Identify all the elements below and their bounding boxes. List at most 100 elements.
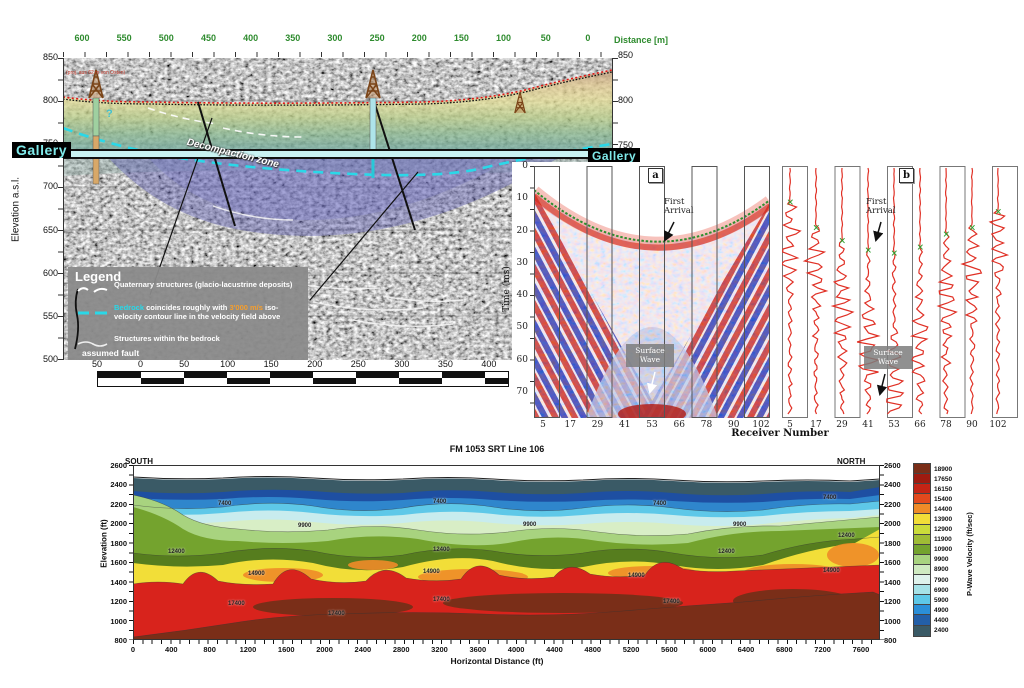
wavefield-mottle: [534, 190, 770, 418]
tomo-elevation-tick: 2400: [110, 480, 127, 490]
time-tick: 10: [516, 193, 528, 204]
receiver-tick: 66: [673, 420, 685, 430]
distance-tick: 300: [327, 33, 343, 43]
colorbar-value: 4900: [934, 606, 949, 614]
tomo-elevation-tick: 2400: [884, 480, 901, 490]
seismic-trace: [856, 167, 881, 415]
borehole-projection-note: (proj. aus 62 m von Osten): [66, 70, 126, 76]
distance-axis-ticks: 600 550 500 450 400 350 300 250 200 150 100 50 0: [70, 33, 600, 43]
elevation-axis-ticks: 850800750700650600550500: [34, 52, 58, 364]
velocity-colorbar: 18900 17650 16150 15400 14400 13900 12900 11900…: [913, 463, 953, 637]
colorbar-value: 18900: [934, 465, 953, 473]
receiver-axis-ticks-b: 5 17 29 41 53 66 78 90 102: [781, 420, 1007, 430]
first-arrival-annotation-b: First Arrival: [866, 197, 896, 217]
right-axis-tick: 750: [618, 140, 634, 150]
colorbar-value: 10900: [934, 546, 953, 554]
surface-wave-annotation-b: Surface Wave: [864, 346, 912, 369]
time-tick: 50: [516, 322, 528, 333]
contour-lines: [133, 494, 880, 638]
colorbar-value: 14400: [934, 505, 953, 513]
time-tick: 70: [516, 386, 528, 397]
tomo-elevation-ticks-left: 2600 2400 2200 2000 1800 1600 1400 1200 1000 800: [97, 461, 127, 645]
receiver-group-boxes: [534, 166, 770, 418]
legend-bedrock-mid: coincides roughly with: [144, 303, 230, 312]
near-surface-red-core: [534, 193, 770, 251]
north-label: NORTH: [837, 457, 866, 466]
tomo-distance-tick: 1600: [277, 645, 295, 654]
time-tick: 60: [516, 354, 528, 365]
time-axis-ticks: 0 10 20 30 40 50 60 70: [512, 161, 528, 397]
tomo-elevation-tick: 1400: [884, 577, 901, 587]
distance-tick: 50: [540, 33, 551, 43]
tomo-distance-tick: 6400: [737, 645, 755, 654]
south-label: SOUTH: [125, 457, 153, 466]
tomo-distance-tick: 7200: [814, 645, 831, 654]
tomo-elevation-tick: 800: [114, 635, 127, 645]
legend-title: Legend: [75, 269, 122, 284]
gallery-line: [63, 149, 612, 159]
time-axis-label: Time (ms): [502, 266, 512, 312]
panel-a-label: a: [648, 168, 663, 183]
receiver-tick: 102: [989, 420, 1007, 430]
scalebar-tick: 200: [307, 359, 323, 369]
scalebar-tick: 0: [138, 359, 144, 369]
scalebar-tick: 300: [394, 359, 410, 369]
elevation-tick: 650: [42, 224, 58, 235]
first-arrival-curve: [534, 189, 770, 243]
time-tick: 0: [522, 161, 528, 171]
receiver-tick: 78: [700, 420, 713, 430]
gallery-label-right: Gallery: [588, 148, 641, 164]
above-ground-mask: [133, 465, 880, 482]
colorbar-value: 16150: [934, 485, 953, 493]
panel-b-label: b: [899, 168, 914, 183]
seismic-trace: [830, 167, 855, 415]
scalebar-tick: 50: [179, 359, 190, 369]
first-arrival-arrow: [664, 221, 675, 242]
tomo-distance-tick: 2400: [354, 645, 372, 654]
first-arrival-pick-mark: ×: [865, 246, 873, 256]
colorbar-value: 4400: [934, 616, 949, 624]
receiver-tick: 90: [966, 420, 978, 430]
tomogram-frame: [133, 465, 880, 640]
tomo-distance-tick: 800: [203, 645, 216, 654]
receiver-tick: 17: [564, 420, 576, 430]
receiver-tick: 17: [810, 420, 822, 430]
receiver-tick: 90: [728, 420, 740, 430]
tomo-distance-tick: 4400: [546, 645, 563, 654]
gallery-label-left: Gallery: [12, 142, 71, 158]
receiver-tick: 78: [940, 420, 952, 430]
receiver-number-axis-label: Receiver Number: [731, 428, 829, 439]
scalebar-tick: 100: [220, 359, 236, 369]
first-arrival-pick-mark: ×: [969, 224, 977, 234]
first-arrival-pick-mark: ×: [891, 249, 899, 259]
tomo-distance-tick: 0: [130, 645, 136, 654]
scalebar-ticks: 50 0 50 100 150 200 250 300 350 400: [85, 359, 501, 369]
tomo-elevation-tick: 2000: [110, 519, 127, 529]
first-arrival-pick-mark: ×: [917, 243, 925, 253]
tomo-elevation-tick: 1400: [110, 577, 127, 587]
tomo-elevation-tick: 1800: [884, 538, 901, 548]
tomo-distance-tick: 4000: [507, 645, 525, 654]
receiver-tick: 41: [862, 420, 874, 430]
scalebar-tick: 250: [350, 359, 366, 369]
tomo-distance-tick: 1200: [239, 645, 257, 654]
tomo-distance-tick: 6800: [775, 645, 793, 654]
receiver-tick: 29: [836, 420, 848, 430]
quaternary-structures-symbol: [77, 287, 108, 293]
time-tick: 30: [516, 257, 528, 268]
tomo-elevation-tick: 1200: [110, 597, 127, 607]
colorbar-swatch: [913, 624, 931, 637]
legend-item-quaternary: Quaternary structures (glacio-lacustrine…: [114, 280, 293, 289]
assumed-fault-symbol: [74, 288, 80, 350]
tomo-elevation-tick: 2200: [884, 499, 901, 509]
colorbar-value: 12900: [934, 526, 953, 534]
bedrock-symbol: [78, 311, 107, 315]
fault-lines: [149, 97, 419, 301]
colorbar-value: 5900: [934, 596, 949, 604]
colorbar-axis-label: P-Wave Velocity (ft/sec): [965, 512, 974, 596]
colorbar-entry: 2400: [913, 624, 952, 637]
receiver-tick: 5: [540, 420, 546, 430]
bedrock-structures-symbol: [77, 341, 108, 347]
tomo-elevation-ticks-right: 2600 2400 2200 2000 1800 1600 1400 1200 1000 800: [884, 461, 914, 645]
